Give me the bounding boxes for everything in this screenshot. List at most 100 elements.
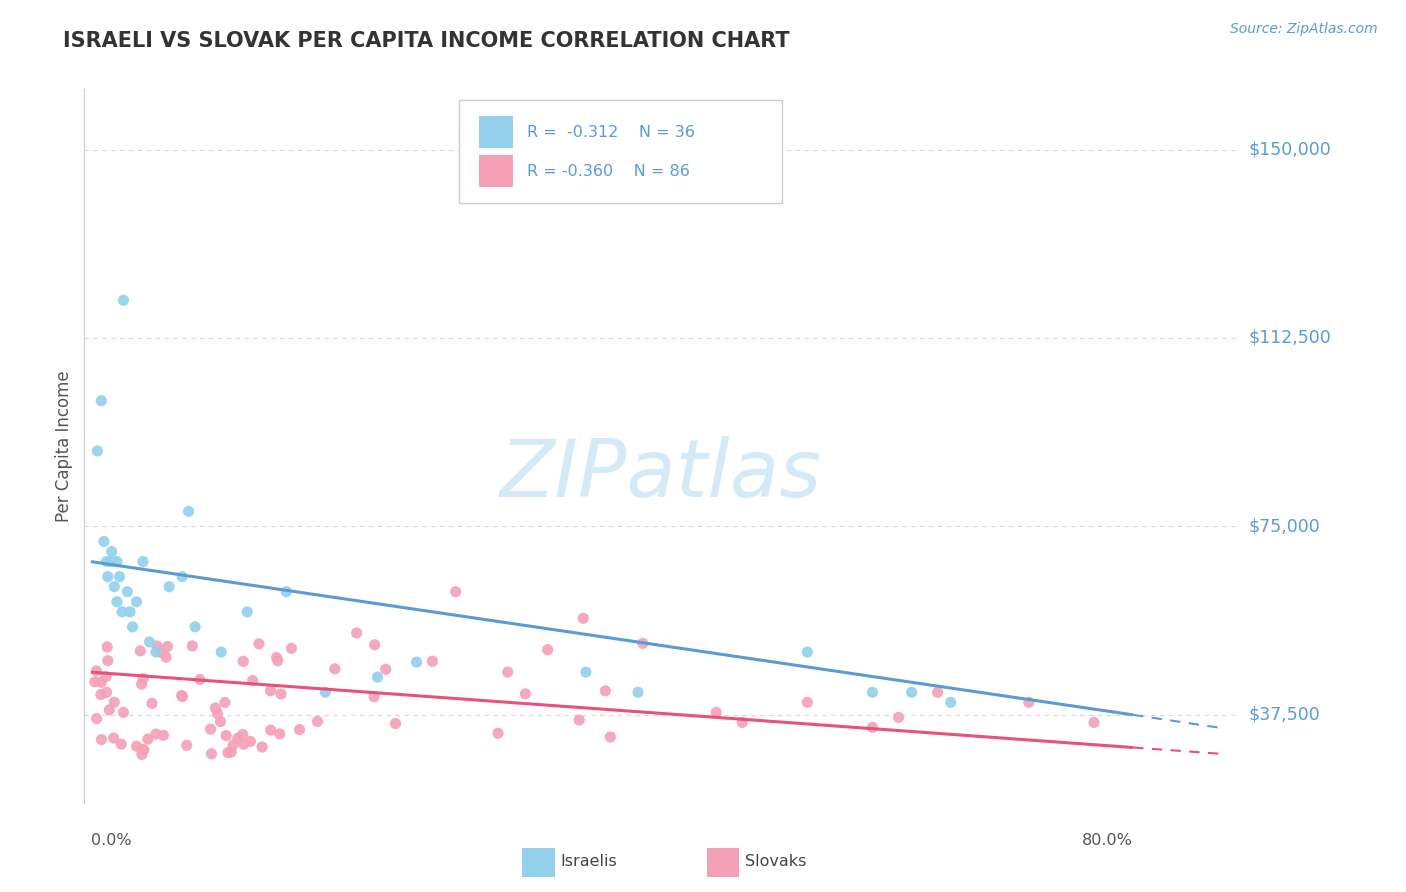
Point — [105, 595, 128, 609]
Point — [145, 645, 167, 659]
Point — [595, 683, 617, 698]
Point — [170, 569, 193, 583]
Point — [172, 690, 194, 704]
Point — [307, 714, 329, 729]
Point — [209, 714, 232, 729]
Point — [405, 655, 427, 669]
Bar — [707, 848, 740, 877]
Point — [266, 650, 288, 665]
Point — [366, 670, 388, 684]
Point — [184, 620, 207, 634]
Point — [270, 687, 292, 701]
Point — [86, 712, 108, 726]
Point — [384, 716, 406, 731]
Point — [276, 584, 298, 599]
Point — [346, 626, 368, 640]
Point — [108, 569, 131, 583]
Point — [141, 697, 163, 711]
Point — [515, 687, 537, 701]
Point — [112, 293, 135, 308]
Point — [83, 674, 105, 689]
Point — [96, 640, 118, 654]
Bar — [478, 155, 513, 187]
Point — [796, 645, 818, 659]
Point — [222, 738, 245, 752]
Point — [103, 695, 125, 709]
Point — [927, 685, 949, 699]
Point — [232, 654, 254, 668]
Point — [704, 706, 727, 720]
Point — [323, 662, 346, 676]
Point — [188, 673, 211, 687]
Point — [207, 706, 229, 721]
Point — [94, 670, 117, 684]
Point — [363, 690, 385, 704]
Point — [118, 605, 141, 619]
Point — [444, 584, 467, 599]
Point — [170, 689, 193, 703]
Text: $75,000: $75,000 — [1249, 517, 1320, 535]
Point — [132, 672, 155, 686]
Point — [111, 605, 134, 619]
Point — [152, 728, 174, 742]
Point — [125, 739, 148, 753]
Point — [145, 727, 167, 741]
Point — [86, 664, 108, 678]
Point — [631, 636, 654, 650]
Point — [112, 706, 135, 720]
Point — [204, 701, 226, 715]
Text: Source: ZipAtlas.com: Source: ZipAtlas.com — [1230, 22, 1378, 37]
Point — [97, 654, 120, 668]
Point — [96, 685, 118, 699]
Point — [900, 685, 922, 699]
Point — [217, 746, 239, 760]
Point — [181, 639, 204, 653]
Point — [209, 645, 232, 659]
Point — [90, 688, 112, 702]
Point — [117, 584, 139, 599]
Point — [214, 695, 236, 709]
Text: Israelis: Israelis — [561, 854, 617, 869]
Point — [796, 695, 818, 709]
Point — [86, 444, 108, 458]
Bar — [478, 116, 513, 148]
Point — [250, 739, 273, 754]
Point — [599, 730, 621, 744]
Point — [103, 580, 125, 594]
Point — [90, 732, 112, 747]
Point — [121, 620, 143, 634]
Point — [215, 729, 238, 743]
Bar — [523, 848, 555, 877]
Point — [575, 665, 598, 680]
Point — [314, 685, 336, 699]
Point — [105, 555, 128, 569]
Point — [132, 555, 155, 569]
Point — [269, 727, 291, 741]
Point — [90, 675, 112, 690]
Point — [232, 737, 254, 751]
Point — [138, 635, 160, 649]
Point — [260, 723, 283, 738]
Point — [125, 595, 148, 609]
Point — [150, 645, 173, 659]
Point — [496, 665, 519, 680]
Text: R = -0.360    N = 86: R = -0.360 N = 86 — [527, 164, 690, 178]
Text: ZIPatlas: ZIPatlas — [499, 435, 823, 514]
Text: $112,500: $112,500 — [1249, 329, 1331, 347]
Point — [862, 720, 884, 734]
Text: $37,500: $37,500 — [1249, 706, 1320, 723]
Point — [288, 723, 311, 737]
Point — [155, 650, 177, 665]
Point — [537, 642, 560, 657]
Point — [239, 734, 262, 748]
Point — [200, 747, 222, 761]
Point — [110, 737, 132, 751]
Point — [568, 713, 591, 727]
Point — [1083, 715, 1105, 730]
Point — [129, 644, 152, 658]
Point — [236, 605, 259, 619]
Point — [100, 544, 122, 558]
Point — [131, 747, 153, 762]
Point — [93, 534, 115, 549]
Point — [157, 580, 180, 594]
